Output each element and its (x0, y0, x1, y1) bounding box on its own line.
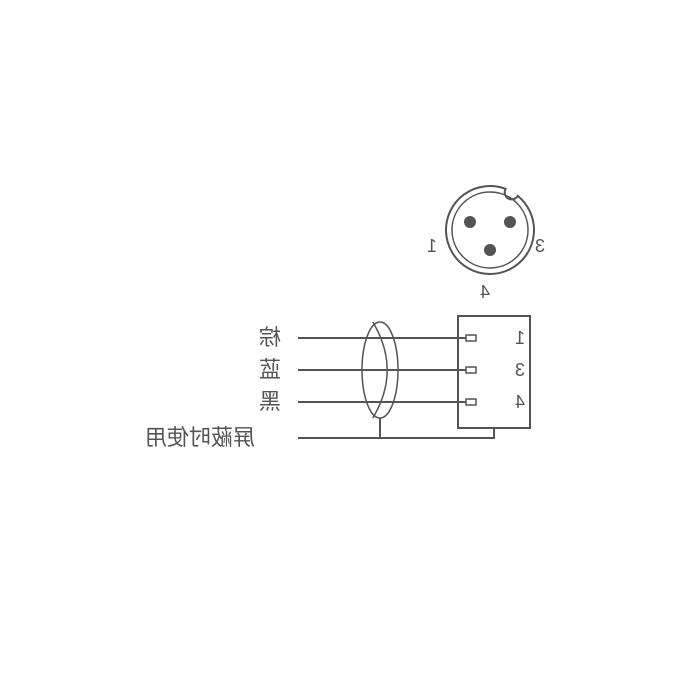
connector-pin-3 (504, 216, 516, 228)
terminal-port-1 (466, 335, 476, 341)
shield: 屏蔽时使用 (145, 322, 494, 450)
connector-pin-4 (484, 244, 496, 256)
terminal-port-4 (466, 399, 476, 405)
terminal-block: 1 3 4 (458, 316, 530, 428)
wire-label-2: 黑 (259, 389, 281, 414)
wire-labels: 棕蓝黑 (259, 325, 281, 414)
connector-pin-label-3: 3 (535, 236, 545, 256)
wire-label-0: 棕 (259, 325, 281, 350)
terminal-pin-label-1: 1 (515, 328, 525, 348)
connector-pin-label-4: 4 (480, 282, 490, 302)
connector-pin-label-1: 1 (427, 236, 437, 256)
terminal-pin-label-4: 4 (515, 392, 525, 412)
wire-label-1: 蓝 (259, 357, 281, 382)
wiring-diagram: 1 3 4 1 3 4 屏蔽时使用 棕蓝黑 (0, 0, 700, 700)
connector-pin-1 (464, 216, 476, 228)
circular-connector: 1 3 4 (427, 186, 545, 302)
terminal-port-3 (466, 367, 476, 373)
terminal-pin-label-3: 3 (515, 360, 525, 380)
shield-label: 屏蔽时使用 (145, 425, 255, 450)
wires (298, 338, 466, 402)
